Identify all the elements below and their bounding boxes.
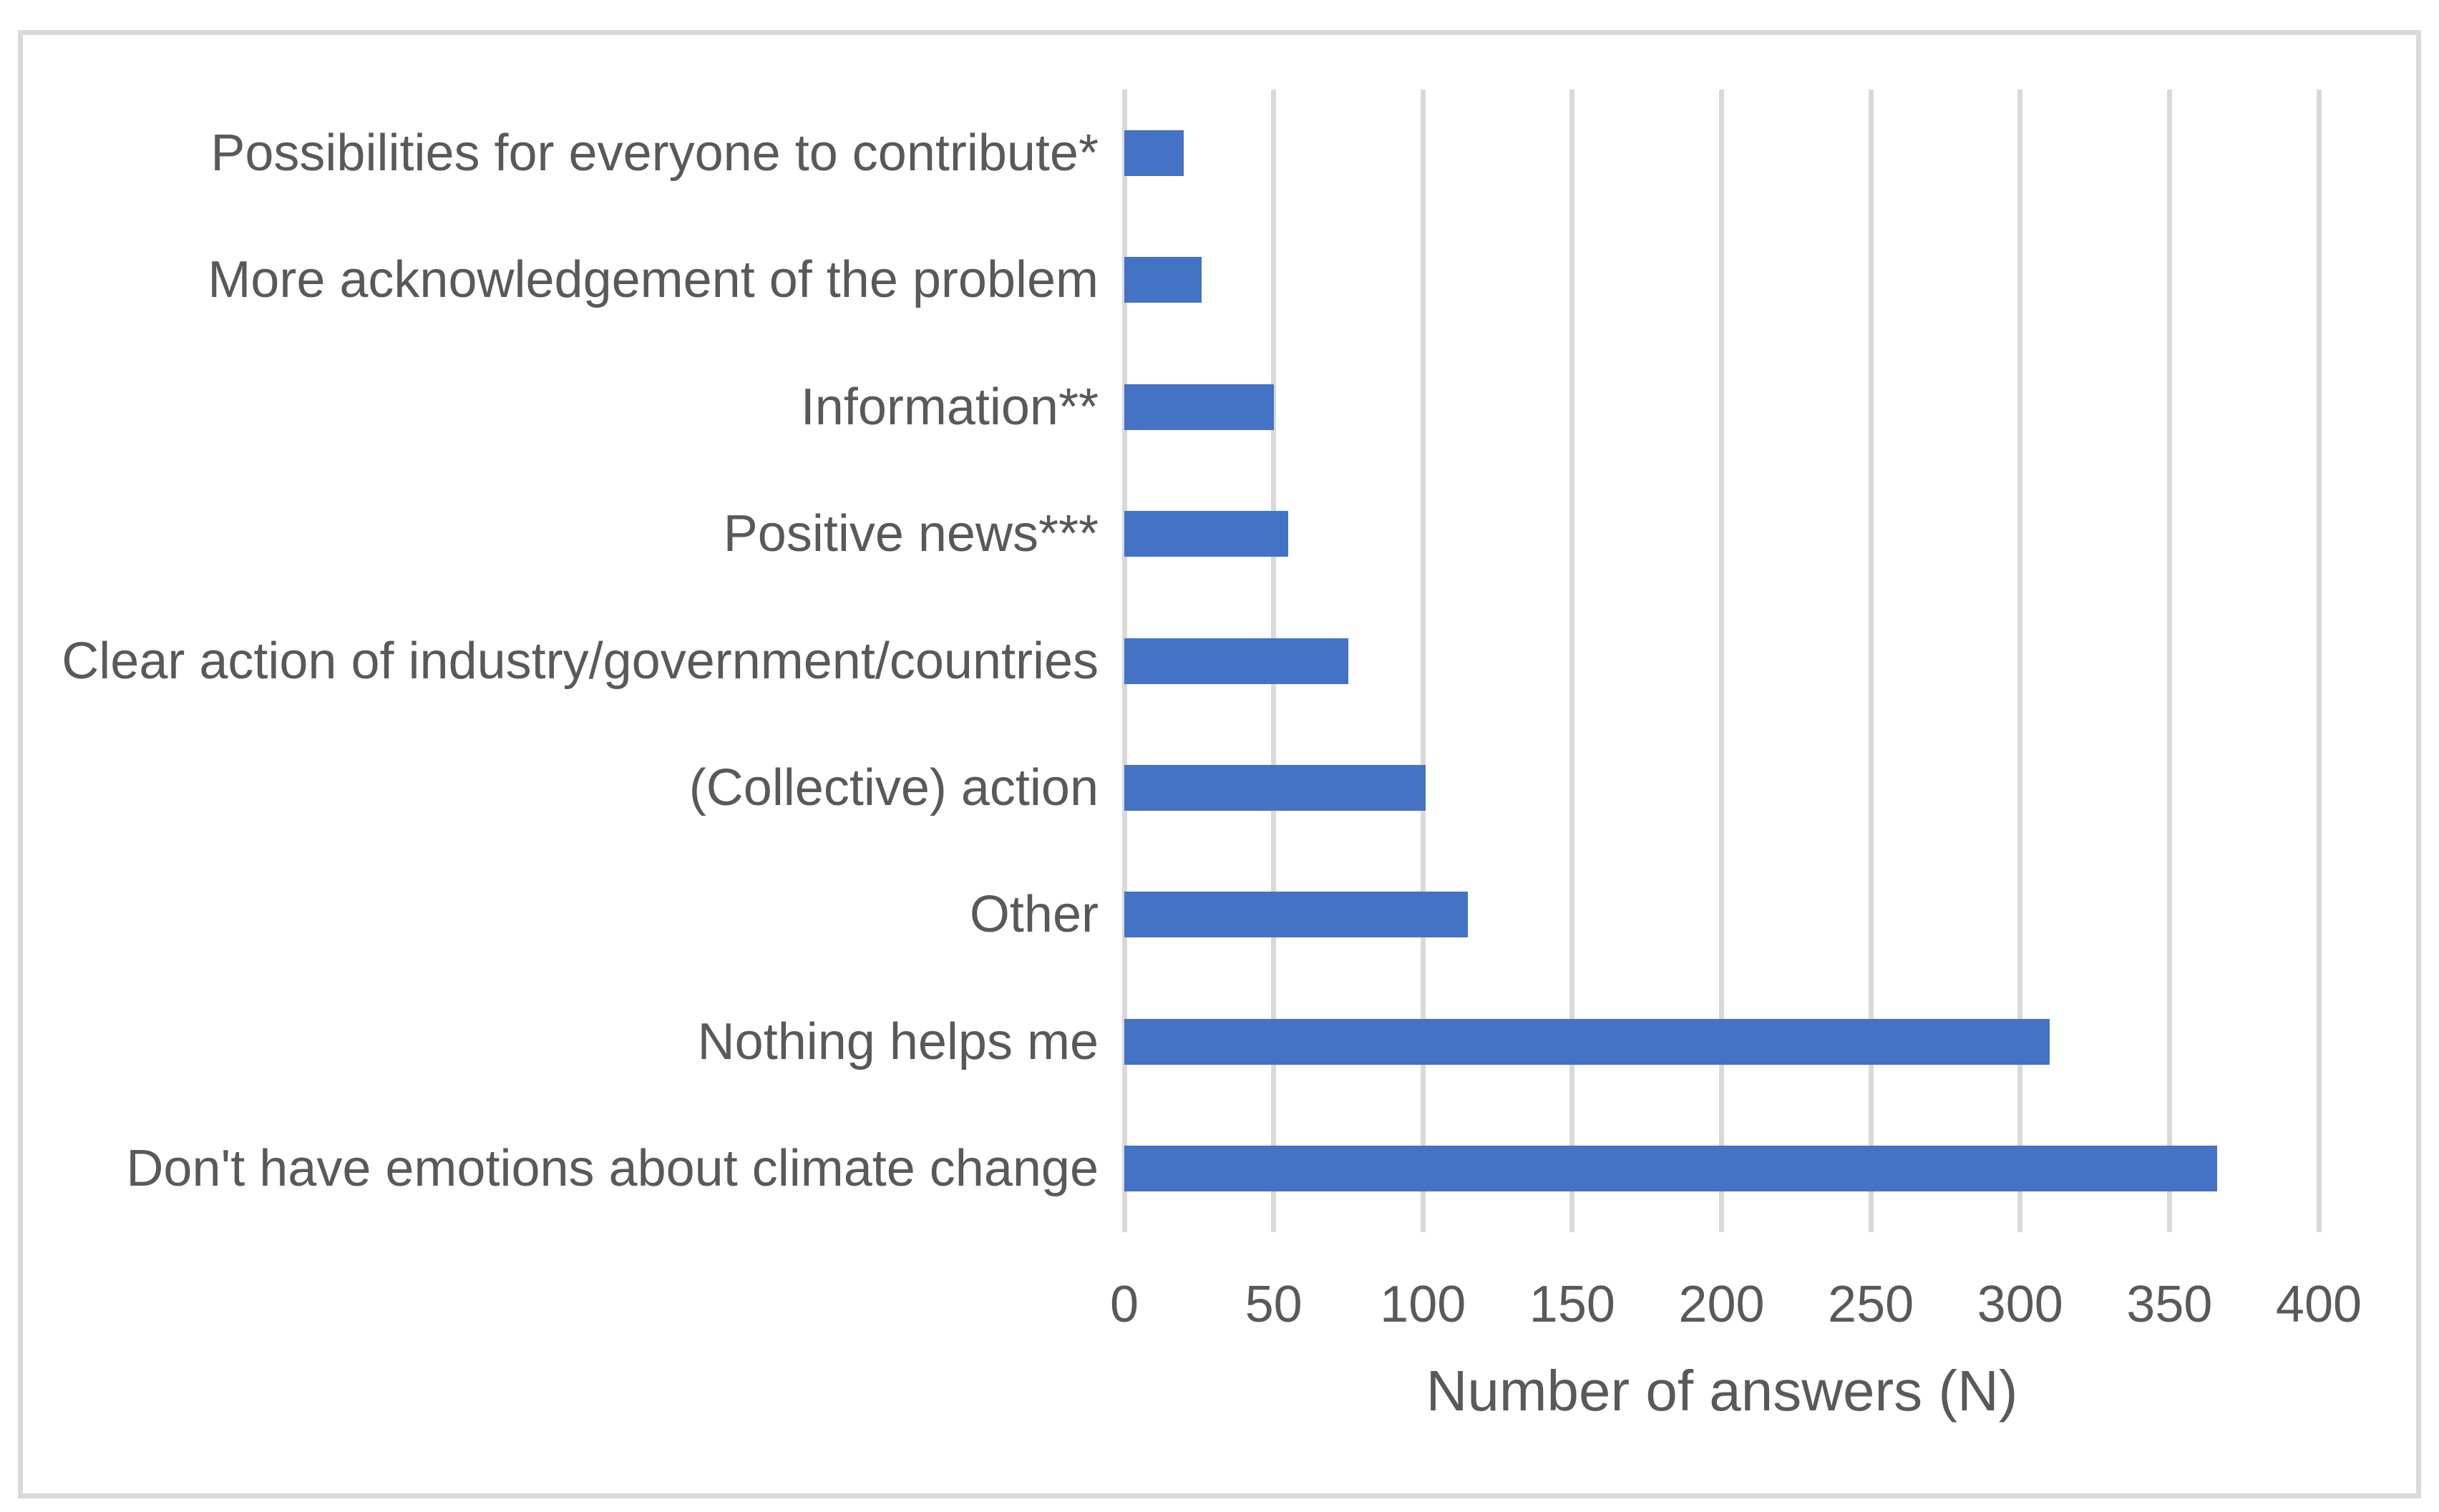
bar-8 [1124,1018,2050,1065]
category-label-6: (Collective) action [688,759,1099,816]
chart-border [18,30,2421,1498]
x-gridline-400 [2316,89,2322,1232]
bar-6 [1124,764,1426,811]
bar-4 [1124,511,1288,557]
bar-5 [1124,638,1348,684]
x-gridline-350 [2166,89,2172,1232]
x-gridline-100 [1420,89,1426,1232]
x-tick-label-400: 400 [2275,1276,2362,1333]
x-tick-label-300: 300 [1977,1276,2063,1333]
x-tick-label-350: 350 [2126,1276,2213,1333]
x-tick-label-50: 50 [1245,1276,1303,1333]
x-tick-label-150: 150 [1529,1276,1615,1333]
bar-1 [1124,130,1184,176]
category-label-8: Nothing helps me [697,1013,1099,1070]
category-label-5: Clear action of industry/government/coun… [62,632,1099,690]
x-tick-label-100: 100 [1380,1276,1466,1333]
bar-9 [1124,1146,2217,1192]
x-gridline-150 [1569,89,1575,1232]
x-tick-label-200: 200 [1678,1276,1765,1333]
x-axis-title: Number of answers (N) [1426,1359,2018,1423]
bar-3 [1124,384,1274,430]
x-gridline-250 [1868,89,1874,1232]
category-label-3: Information** [800,378,1099,436]
x-gridline-200 [1719,89,1724,1232]
x-tick-label-250: 250 [1828,1276,1914,1333]
x-gridline-300 [2017,89,2023,1232]
category-label-7: Other [969,886,1099,944]
category-label-4: Positive news*** [723,505,1099,563]
bar-7 [1124,892,1468,938]
category-label-9: Don't have emotions about climate change [126,1140,1099,1198]
category-label-2: More acknowledgement of the problem [208,251,1099,309]
x-tick-label-0: 0 [1109,1276,1139,1333]
bar-2 [1124,257,1202,303]
category-label-1: Possibilities for everyone to contribute… [210,124,1099,182]
